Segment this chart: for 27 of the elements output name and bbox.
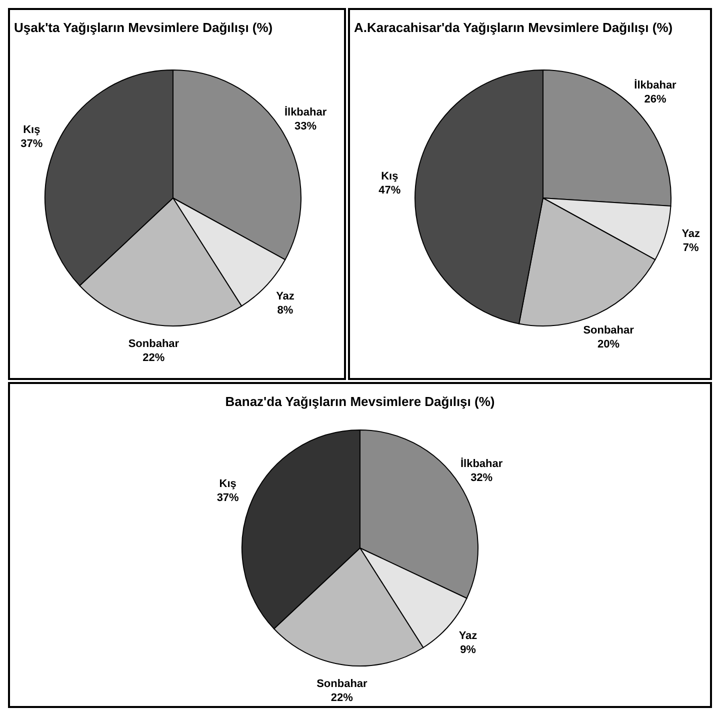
data-label: 22% — [142, 352, 165, 364]
data-label: 37% — [20, 138, 43, 150]
slice-label: İlkbahar — [460, 456, 504, 470]
chart-title: Banaz'da Yağışların Mevsimlere Dağılışı (%) — [225, 394, 495, 409]
data-label: 37% — [216, 492, 240, 504]
slice-label: Yaz — [276, 290, 295, 302]
slice-label: İlkbahar — [284, 106, 328, 119]
data-label: 47% — [378, 184, 401, 197]
slice-label: Sonbahar — [316, 678, 368, 690]
slice-label: Yaz — [458, 630, 478, 642]
chart-title: Uşak'ta Yağışların Mevsimlere Dağılışı (%) — [14, 20, 273, 35]
slice-label: Kış — [381, 170, 398, 183]
slice-label: İlkbahar — [634, 78, 678, 92]
slice-label: Sonbahar — [128, 338, 180, 350]
data-label: 26% — [644, 94, 666, 106]
data-label: 22% — [330, 692, 354, 704]
data-label: 20% — [598, 338, 620, 350]
data-label: 9% — [460, 644, 476, 656]
chart-title: A.Karacahisar'da Yağışların Mevsimlere Dağılışı (%) — [354, 20, 673, 35]
data-label: 8% — [277, 304, 294, 316]
data-label: 32% — [470, 472, 493, 484]
slice-label: Yaz — [682, 228, 701, 240]
slice-label: Kış — [219, 478, 236, 490]
slice-label: Sonbahar — [583, 324, 635, 336]
data-label: 7% — [682, 242, 700, 254]
data-label: 33% — [294, 120, 317, 133]
slice-label: Kış — [23, 124, 40, 136]
